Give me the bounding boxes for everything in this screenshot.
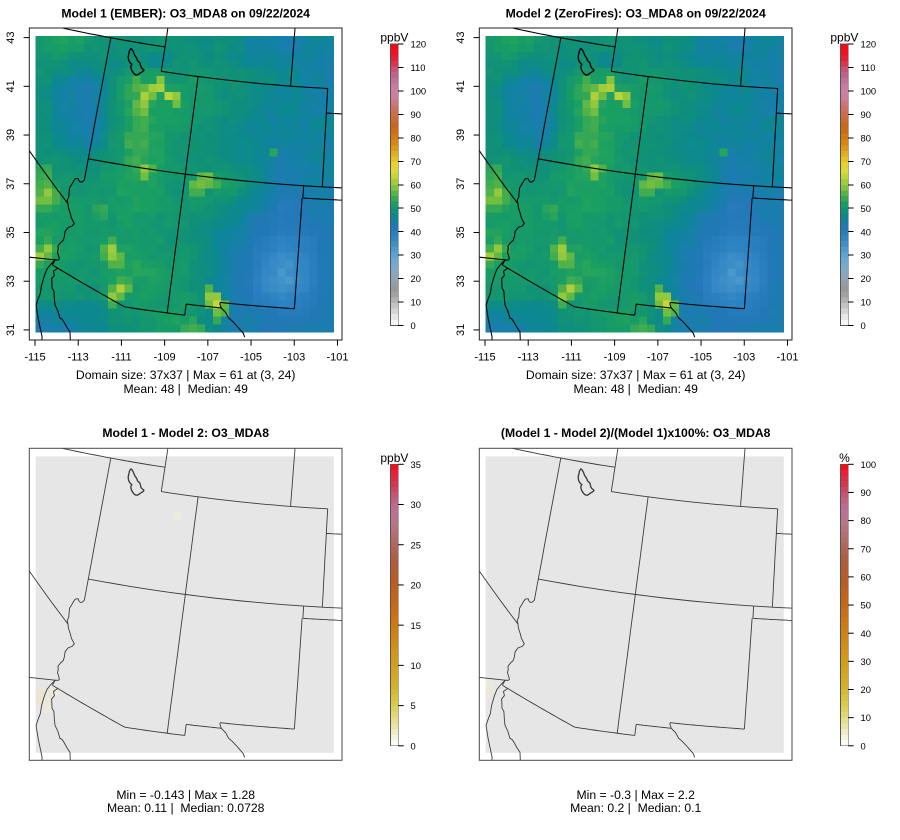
svg-text:%: % [839,451,850,465]
svg-text:70: 70 [861,543,871,554]
svg-text:10: 10 [861,712,871,723]
svg-text:Domain size: 37x37 | Max = 61: Domain size: 37x37 | Max = 61 at (3, 24) [76,368,296,382]
svg-text:90: 90 [861,487,871,498]
svg-text:Mean: 0.2 | Median: 0.1: Mean: 0.2 | Median: 0.1 [570,801,701,815]
svg-text:Mean: 0.11 | Median: 0.0728: Mean: 0.11 | Median: 0.0728 [107,801,265,815]
svg-text:Min = -0.3 | Max = 2.2: Min = -0.3 | Max = 2.2 [577,788,696,802]
svg-text:0: 0 [861,740,866,751]
svg-text:60: 60 [861,572,871,583]
svg-text:25: 25 [411,539,421,550]
svg-text:ppbV: ppbV [380,451,408,465]
svg-text:Domain size: 37x37 | Max = 61: Domain size: 37x37 | Max = 61 at (3, 24) [526,368,746,382]
svg-text:0: 0 [411,740,416,751]
svg-text:30: 30 [411,499,421,510]
svg-text:80: 80 [861,515,871,526]
svg-text:15: 15 [411,620,421,631]
svg-text:40: 40 [861,628,871,639]
svg-text:(Model 1 - Model 2)/(Model 1)x: (Model 1 - Model 2)/(Model 1)x100%: O3_M… [501,426,771,440]
svg-text:Mean: 48 | Median: 49: Mean: 48 | Median: 49 [573,382,698,396]
svg-text:20: 20 [411,580,421,591]
svg-text:Model 2 (ZeroFires): O3_MDA8 o: Model 2 (ZeroFires): O3_MDA8 on 09/22/20… [506,6,766,20]
svg-text:Min = -0.143 | Max = 1.28: Min = -0.143 | Max = 1.28 [116,788,255,802]
svg-text:35: 35 [411,459,421,470]
svg-text:5: 5 [411,700,416,711]
svg-text:10: 10 [411,660,421,671]
svg-text:20: 20 [861,684,871,695]
svg-text:100: 100 [861,459,877,470]
svg-text:30: 30 [861,656,871,667]
svg-text:Mean: 48 | Median: 49: Mean: 48 | Median: 49 [123,382,248,396]
svg-text:Model 1 (EMBER): O3_MDA8 on 09: Model 1 (EMBER): O3_MDA8 on 09/22/2024 [61,6,310,20]
svg-text:50: 50 [861,600,871,611]
svg-text:Model 1 - Model 2: O3_MDA8: Model 1 - Model 2: O3_MDA8 [102,426,269,440]
